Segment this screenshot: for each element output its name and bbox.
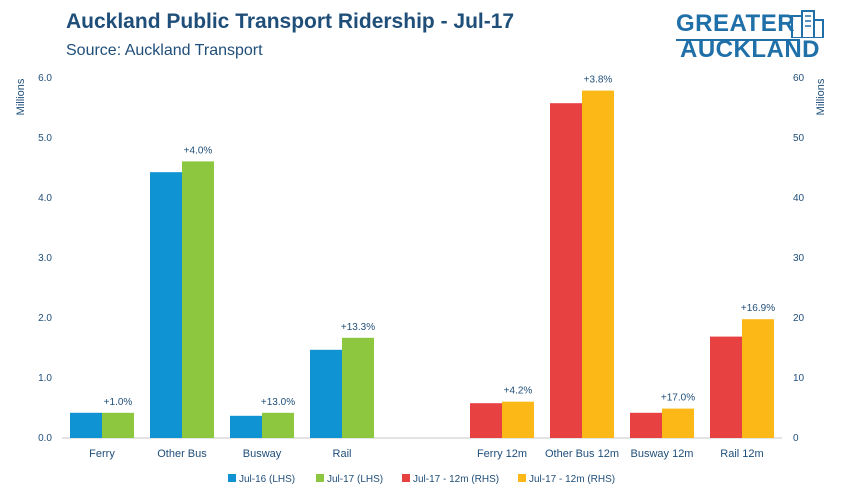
data-label: +1.0% bbox=[104, 397, 133, 408]
bar-jul16 bbox=[150, 172, 182, 438]
x-tick-label: Busway 12m bbox=[631, 448, 694, 460]
bar-jul17-12m-red bbox=[470, 403, 502, 438]
right-axis-tick-label: 20 bbox=[793, 313, 805, 324]
bar-jul17-12m-yellow bbox=[502, 401, 534, 438]
data-label: +13.0% bbox=[261, 397, 295, 408]
greater-auckland-logo: GREATER AUCKLAND bbox=[676, 10, 836, 66]
x-tick-label: Busway bbox=[243, 448, 282, 460]
logo-text-line1: GREATER bbox=[676, 10, 796, 37]
legend-label: Jul-17 (LHS) bbox=[327, 474, 383, 485]
bar-jul17 bbox=[342, 337, 374, 438]
legend-label: Jul-17 - 12m (RHS) bbox=[529, 474, 615, 485]
logo-text-line2: AUCKLAND bbox=[680, 36, 820, 63]
legend-swatch bbox=[228, 474, 236, 482]
x-tick-label: Other Bus 12m bbox=[545, 448, 619, 460]
building-icon bbox=[791, 10, 824, 38]
data-label: +3.8% bbox=[584, 75, 613, 86]
bar-jul16 bbox=[230, 415, 262, 438]
data-label: +4.0% bbox=[184, 145, 213, 156]
left-axis-tick-label: 0.0 bbox=[38, 433, 52, 444]
legend-swatch bbox=[402, 474, 410, 482]
logo-underline bbox=[676, 39, 800, 41]
data-label: +13.3% bbox=[341, 322, 375, 333]
data-label: +17.0% bbox=[661, 393, 695, 404]
left-axis-title: Millions bbox=[15, 78, 27, 115]
right-axis-tick-label: 50 bbox=[793, 133, 805, 144]
legend-swatch bbox=[316, 474, 324, 482]
data-label: +4.2% bbox=[504, 386, 533, 397]
x-tick-label: Ferry bbox=[89, 448, 115, 460]
right-axis-tick-label: 40 bbox=[793, 193, 805, 204]
bar-jul17-12m-yellow bbox=[662, 408, 694, 438]
x-tick-label: Ferry 12m bbox=[477, 448, 527, 460]
x-tick-label: Rail 12m bbox=[720, 448, 763, 460]
legend-label: Jul-16 (LHS) bbox=[239, 474, 295, 485]
chart-subtitle: Source: Auckland Transport bbox=[66, 42, 263, 59]
left-axis-tick-label: 2.0 bbox=[38, 313, 52, 324]
bar-jul17 bbox=[182, 161, 214, 438]
right-axis-tick-label: 30 bbox=[793, 253, 805, 264]
chart-title: Auckland Public Transport Ridership - Ju… bbox=[66, 10, 515, 33]
bar-jul17-12m-yellow bbox=[742, 319, 774, 438]
right-axis-tick-label: 60 bbox=[793, 73, 805, 84]
bar-jul17-12m-red bbox=[630, 412, 662, 438]
left-axis-tick-label: 5.0 bbox=[38, 133, 52, 144]
bar-jul17 bbox=[102, 412, 134, 438]
left-axis-tick-label: 1.0 bbox=[38, 373, 52, 384]
x-tick-label: Rail bbox=[333, 448, 352, 460]
right-axis-title: Millions bbox=[815, 78, 827, 115]
bar-jul17-12m-red bbox=[710, 336, 742, 438]
data-label: +16.9% bbox=[741, 303, 775, 314]
bar-jul17-12m-yellow bbox=[582, 90, 614, 438]
left-axis-tick-label: 4.0 bbox=[38, 193, 52, 204]
left-axis-tick-label: 6.0 bbox=[38, 73, 52, 84]
legend-swatch bbox=[518, 474, 526, 482]
bar-jul16 bbox=[70, 412, 102, 438]
legend-label: Jul-17 - 12m (RHS) bbox=[413, 474, 499, 485]
right-axis-tick-label: 10 bbox=[793, 373, 805, 384]
left-axis-tick-label: 3.0 bbox=[38, 253, 52, 264]
x-tick-label: Other Bus bbox=[157, 448, 207, 460]
bar-jul17-12m-red bbox=[550, 103, 582, 438]
bar-jul17 bbox=[262, 412, 294, 438]
right-axis-tick-label: 0 bbox=[793, 433, 799, 444]
bar-jul16 bbox=[310, 349, 342, 438]
